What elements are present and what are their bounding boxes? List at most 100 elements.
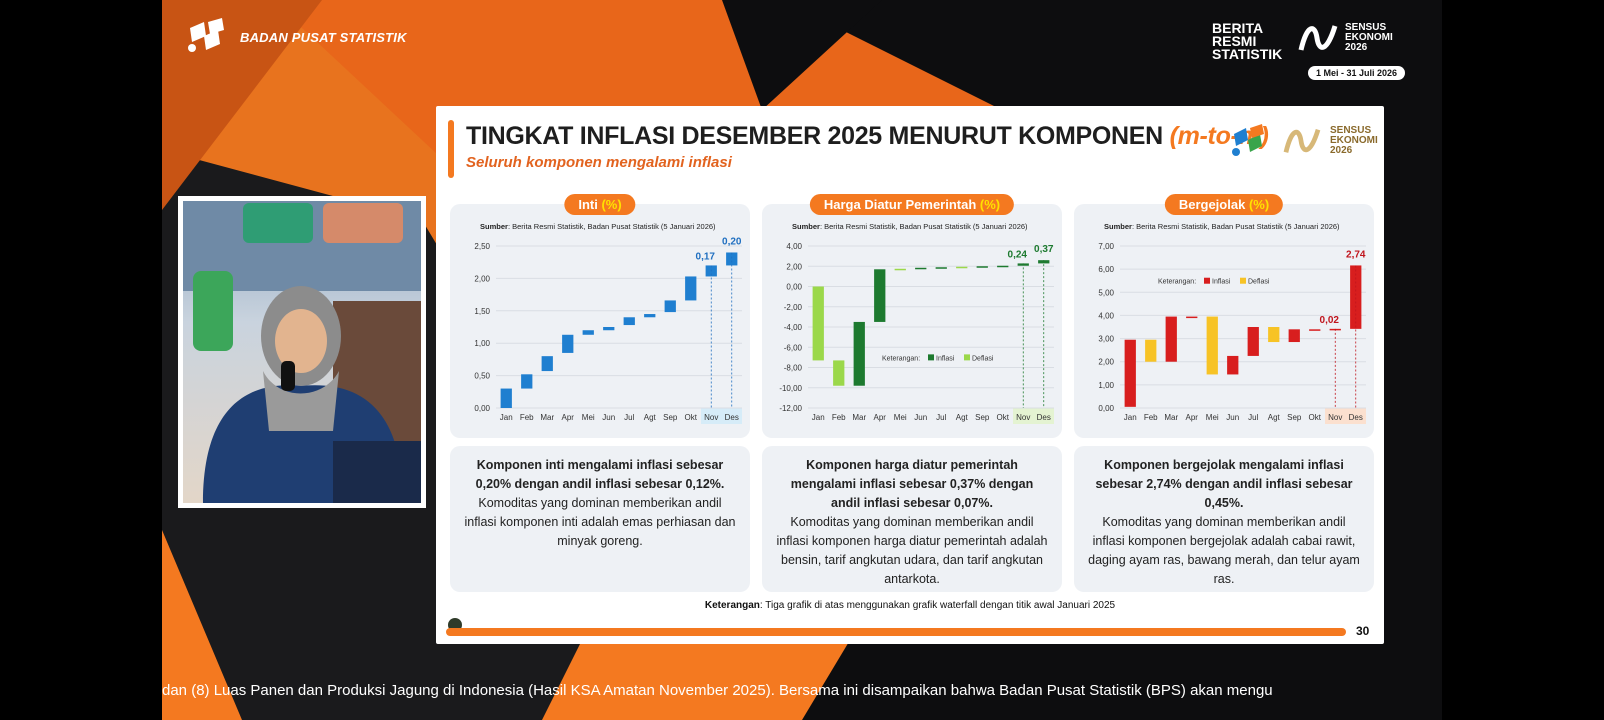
y-tick-label: 0,00 [786, 283, 802, 292]
highlight-cell [1033, 408, 1054, 424]
y-tick-label: 6,00 [1098, 265, 1114, 274]
legend-label: Deflasi [972, 355, 994, 362]
y-tick-label: -4,00 [784, 323, 803, 332]
summary-card-harga-diatur: Komponen harga diatur pemerintah mengala… [762, 446, 1062, 592]
x-tick-label: Nov [1016, 413, 1030, 422]
x-tick-label: Sep [663, 413, 678, 422]
waterfall-bar [874, 269, 886, 322]
waterfall-bar [1227, 355, 1239, 375]
x-tick-label: Mei [894, 413, 907, 422]
sensus-line-3: 2026 [1345, 42, 1368, 53]
chart-source-label: Sumber [480, 222, 508, 231]
summary-card-inti: Komponen inti mengalami inflasi sebesar … [450, 446, 750, 592]
x-tick-label: Jun [914, 413, 927, 422]
y-tick-label: 2,50 [474, 242, 490, 251]
data-label: 0,24 [1008, 249, 1028, 260]
waterfall-bar [521, 374, 533, 389]
y-tick-label: 1,00 [1098, 381, 1114, 390]
highlight-cell [721, 408, 742, 424]
sensus-logo-icon [1298, 25, 1338, 51]
x-tick-label: Mei [582, 413, 595, 422]
waterfall-chart: 4,00 2,00 0,00 -2,00 -4,00 -6,00 -8,00 -10,00 -1… [779, 242, 1054, 424]
chart-title-unit: (%) [979, 197, 1001, 212]
broadcast-stage: BADAN PUSAT STATISTIK BERITA RESMI STATI… [162, 0, 1442, 720]
summary-lead: Komponen bergejolak mengalami inflasi se… [1095, 458, 1353, 510]
data-label: 0,02 [1320, 315, 1340, 326]
waterfall-bar [1124, 339, 1136, 407]
x-tick-label: Mar [540, 413, 554, 422]
summary-lead: Komponen inti mengalami inflasi sebesar … [475, 458, 725, 491]
x-tick-label: Feb [1144, 413, 1158, 422]
chart-title-text: Bergejolak [1178, 197, 1246, 212]
x-tick-label: Des [1349, 413, 1363, 422]
x-tick-label: Feb [832, 413, 846, 422]
y-tick-label: 7,00 [1098, 242, 1114, 251]
waterfall-bar [1309, 329, 1321, 331]
y-tick-label: 2,00 [786, 262, 802, 271]
bps-logo-icon [188, 18, 224, 52]
slide-note-text: : Tiga grafik di atas menggunakan grafik… [759, 600, 1116, 611]
x-tick-label: Okt [1309, 413, 1322, 422]
chart-source-text: : Berita Resmi Statistik, Badan Pusat St… [507, 222, 716, 231]
bps-header-logo: BADAN PUSAT STATISTIK [182, 18, 407, 56]
x-tick-label: Nov [1328, 413, 1342, 422]
x-tick-label: Jul [1248, 413, 1258, 422]
sensus-slide-logo-icon [1283, 128, 1321, 153]
slide-note-label: Keterangan [704, 600, 760, 611]
summary-card-bergejolak: Komponen bergejolak mengalami inflasi se… [1074, 446, 1374, 592]
waterfall-bar [644, 314, 656, 318]
x-tick-label: Jan [500, 413, 513, 422]
waterfall-bar [562, 334, 574, 353]
y-tick-label: 3,00 [1098, 335, 1114, 344]
highlight-cell [1325, 408, 1346, 424]
speaker-figure [183, 201, 421, 503]
chart-title: Bergejolak (%) [1164, 194, 1284, 215]
waterfall-bar [812, 286, 824, 361]
sensus-line-1: SENSUS [1345, 22, 1387, 33]
brs-line-2: RESMI [1212, 33, 1257, 49]
x-tick-label: Feb [520, 413, 534, 422]
waterfall-bar [833, 360, 845, 386]
y-tick-label: 0,00 [1098, 404, 1114, 413]
slide-title-text: TINGKAT INFLASI DESEMBER 2025 MENURUT KO… [466, 122, 1170, 150]
waterfall-bar [603, 327, 615, 331]
y-tick-label: 5,00 [1098, 288, 1114, 297]
chart-source: Sumber: Berita Resmi Statistik, Badan Pu… [480, 222, 716, 231]
x-tick-label: Jul [624, 413, 634, 422]
legend-swatch [964, 354, 970, 361]
data-label: 2,74 [1346, 249, 1366, 260]
y-tick-label: -6,00 [784, 343, 803, 352]
slide-progress-bar [446, 628, 1346, 636]
legend-swatch [1204, 277, 1210, 284]
org-name: BADAN PUSAT STATISTIK [240, 29, 407, 45]
news-ticker: dan (8) Luas Panen dan Produksi Jagung d… [162, 682, 1273, 699]
waterfall-bar [500, 388, 512, 408]
waterfall-chart: 0,00 1,00 2,00 3,00 4,00 5,00 6,00 7,00 Jan Feb Ma… [1098, 242, 1366, 424]
chart-panel-harga-diatur: Harga Diatur Pemerintah (%) Sumber: Beri… [762, 194, 1062, 438]
waterfall-bar [956, 266, 968, 269]
x-tick-label: Mar [1164, 413, 1178, 422]
brs-line-3: STATISTIK [1212, 46, 1283, 62]
y-tick-label: 0,00 [474, 404, 490, 413]
waterfall-bar [894, 268, 906, 271]
x-tick-label: Apr [562, 413, 575, 422]
x-tick-label: Jun [1226, 413, 1239, 422]
slide-title: TINGKAT INFLASI DESEMBER 2025 MENURUT KO… [466, 122, 1269, 151]
waterfall-bar [1165, 316, 1177, 362]
presentation-slide: TINGKAT INFLASI DESEMBER 2025 MENURUT KO… [436, 106, 1384, 644]
x-tick-label: Jul [936, 413, 946, 422]
highlight-cell [701, 408, 722, 424]
data-label: 0,17 [696, 251, 716, 262]
y-tick-label: -8,00 [784, 364, 803, 373]
waterfall-bar [976, 266, 988, 268]
y-tick-label: 2,00 [474, 274, 490, 283]
x-tick-label: Apr [874, 413, 887, 422]
x-tick-label: Agt [956, 413, 969, 422]
y-tick-label: -12,00 [779, 404, 802, 413]
chart-source-label: Sumber [792, 222, 820, 231]
slide-logo-line-3: 2026 [1330, 145, 1353, 156]
chart-source-text: : Berita Resmi Statistik, Badan Pusat St… [1131, 222, 1340, 231]
waterfall-bar [541, 356, 553, 372]
x-tick-label: Sep [975, 413, 990, 422]
chart-source-text: : Berita Resmi Statistik, Badan Pusat St… [819, 222, 1028, 231]
